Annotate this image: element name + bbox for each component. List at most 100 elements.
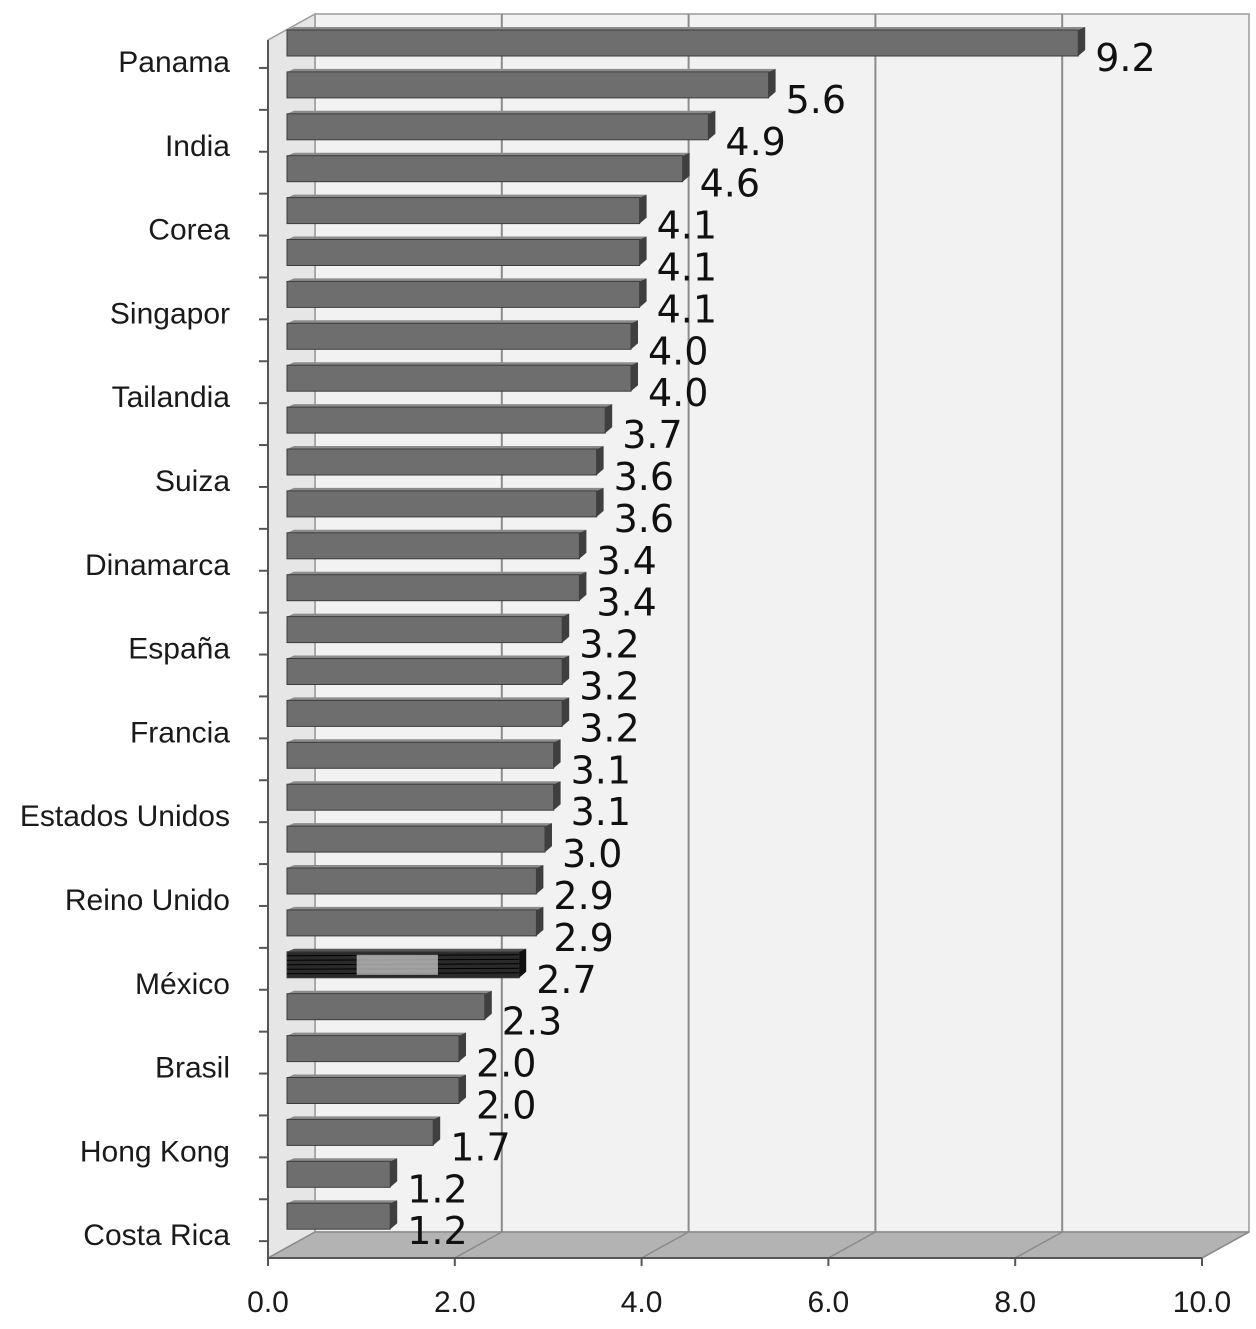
- value-label: 2.0: [476, 1084, 536, 1128]
- value-label: 4.6: [700, 162, 760, 206]
- category-label: Brasil: [155, 1052, 230, 1085]
- bar-top: [287, 194, 647, 198]
- bar-front: [286, 364, 632, 392]
- value-label: 4.9: [725, 120, 785, 164]
- bar-top: [287, 1116, 441, 1120]
- bar-front: [286, 239, 641, 266]
- bar-end: [639, 194, 647, 224]
- category-label: México: [135, 968, 230, 1001]
- bar-front: [286, 29, 1079, 57]
- bar-end: [605, 404, 613, 434]
- bar: [286, 1158, 398, 1188]
- value-label: 3.2: [579, 665, 639, 709]
- bar-top: [287, 1200, 398, 1204]
- bar-top: [287, 613, 570, 617]
- category-label: Panama: [118, 46, 230, 79]
- bar: [286, 1200, 398, 1230]
- bar-front: [286, 322, 632, 350]
- bar-end: [459, 1074, 466, 1104]
- bar-front: [286, 1202, 391, 1230]
- bar-front: [286, 1160, 391, 1188]
- floor-gridline: [1201, 1231, 1250, 1259]
- bar-top: [287, 571, 587, 575]
- value-label: 3.2: [579, 706, 639, 750]
- bar-end: [459, 1032, 466, 1062]
- bar: [286, 194, 647, 225]
- value-label: 4.1: [657, 287, 717, 331]
- bar-top: [287, 68, 776, 72]
- value-label: 2.9: [553, 874, 613, 918]
- bar-end: [1078, 27, 1086, 56]
- category-label: España: [128, 633, 230, 666]
- value-label: 4.1: [657, 246, 717, 290]
- category-label: Corea: [148, 214, 230, 247]
- bar-top: [287, 865, 544, 868]
- bar-top: [287, 278, 647, 282]
- bar-top: [287, 152, 690, 156]
- bar-front: [286, 825, 546, 853]
- bar: [286, 362, 638, 392]
- bar: [286, 152, 690, 183]
- category-label: Reino Unido: [65, 884, 230, 917]
- value-label: 4.0: [648, 329, 708, 373]
- floor-gridline: [641, 1231, 689, 1259]
- value-label: 1.2: [407, 1167, 467, 1211]
- bar: [286, 1032, 466, 1063]
- bar-front: [286, 71, 770, 99]
- bar: [286, 781, 561, 811]
- category-label: Suiza: [155, 465, 230, 498]
- bar-end: [631, 320, 638, 350]
- bar: [286, 278, 647, 308]
- bar: [286, 446, 604, 476]
- bar: [286, 27, 1086, 57]
- value-label: 2.7: [536, 958, 596, 1002]
- bar-end: [596, 487, 604, 517]
- bar-highlight: [356, 954, 438, 975]
- bar: [286, 404, 613, 434]
- category-labels: Panama India Corea Singapor Tailandia Suiza Di…: [20, 46, 230, 1252]
- bar-front: [286, 155, 684, 183]
- bar-end: [562, 613, 570, 643]
- bar-front: [286, 532, 580, 560]
- bar-top: [287, 404, 613, 408]
- bar-top: [287, 1032, 466, 1036]
- value-label: 3.7: [622, 413, 682, 457]
- bar: [286, 487, 604, 518]
- bar-front: [286, 1118, 434, 1146]
- value-label: 3.1: [571, 790, 631, 834]
- bar: [286, 990, 492, 1021]
- x-tick-label: 8.0: [994, 1286, 1036, 1319]
- bar: [286, 739, 561, 769]
- bar-top: [287, 487, 604, 491]
- value-label: 2.3: [502, 1000, 562, 1044]
- floor-gridline: [828, 1231, 876, 1259]
- bar-top: [287, 990, 492, 994]
- bar-end: [596, 446, 604, 475]
- bar-end: [390, 1200, 398, 1230]
- bar-front: [286, 783, 555, 811]
- x-tick-label: 4.0: [621, 1286, 663, 1319]
- bar-top: [287, 320, 638, 324]
- bar: [286, 529, 587, 560]
- bar-front: [286, 993, 486, 1021]
- bar-top: [287, 655, 570, 659]
- bar: [286, 320, 638, 350]
- value-labels: 9.25.64.94.64.14.14.14.04.03.73.63.63.43…: [407, 36, 1155, 1253]
- bar-front: [286, 113, 709, 141]
- bar: [286, 236, 647, 266]
- bar-end: [519, 948, 527, 978]
- bar-top: [287, 27, 1086, 30]
- x-tick-label: 0.0: [247, 1286, 289, 1319]
- bar-front: [286, 616, 563, 644]
- value-label: 4.0: [648, 371, 708, 415]
- value-label: 3.0: [562, 832, 622, 876]
- bar-end: [536, 865, 544, 894]
- bar-front: [286, 490, 598, 518]
- axes: [259, 40, 1203, 1266]
- bar-front: [286, 658, 563, 685]
- bar-end: [390, 1158, 398, 1188]
- bar-end: [562, 697, 570, 727]
- value-label: 3.2: [579, 623, 639, 667]
- category-label: India: [165, 130, 230, 163]
- bar-end: [553, 739, 561, 769]
